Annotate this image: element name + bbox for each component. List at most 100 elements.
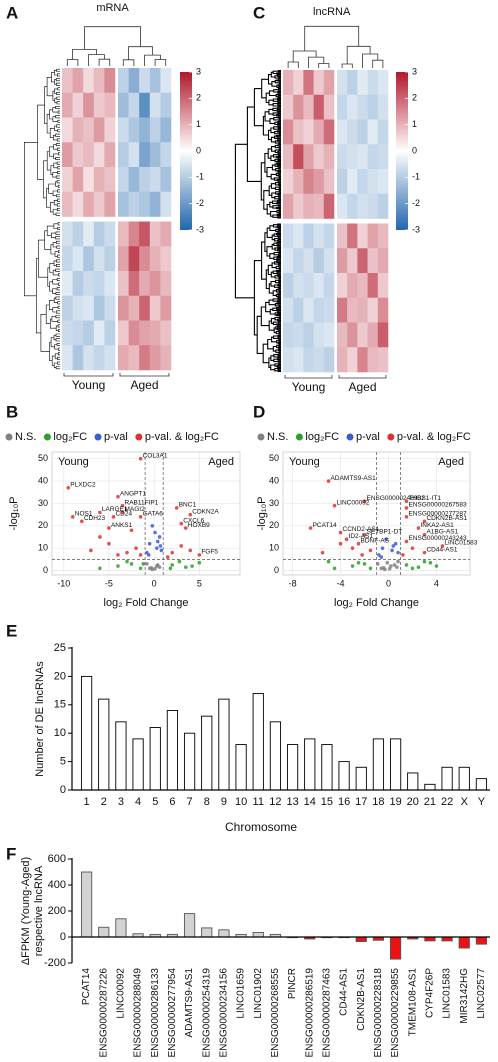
point — [308, 526, 313, 530]
point-label: MAGI2 — [125, 506, 146, 513]
heatmap-cell — [93, 117, 105, 143]
heatmap-cell — [357, 169, 368, 195]
dendrogram — [234, 70, 281, 372]
point — [188, 512, 193, 517]
legend-label: log₂FC — [53, 431, 87, 443]
x-tick-label: LINC01583 — [442, 968, 453, 1019]
heatmap-cell — [83, 92, 95, 118]
heatmap-cell — [93, 345, 105, 371]
x-tick-label: 4 — [434, 578, 439, 588]
heatmap-cell — [347, 347, 358, 373]
bar — [321, 744, 333, 791]
y-tick-label: 30 — [38, 498, 48, 508]
heatmap-cell — [323, 144, 335, 170]
heatmap-cell — [104, 345, 116, 371]
heatmap-cell — [118, 295, 129, 321]
heatmap-cell — [93, 92, 105, 118]
heatmap-cell — [72, 117, 84, 143]
x-tick-label: 10 — [235, 796, 247, 808]
heatmap-cell — [347, 248, 358, 274]
x-tick-label: ENSG00000286519 — [304, 968, 315, 1058]
panel-letter: D — [253, 402, 265, 421]
heatmap-cell — [313, 223, 325, 249]
heatmap-cell — [72, 92, 84, 118]
heatmap-cell — [160, 68, 172, 94]
heatmap-cell — [313, 248, 325, 274]
x-tick-label: LINC00092 — [115, 968, 126, 1019]
heatmap-cell — [303, 322, 314, 348]
point — [332, 503, 337, 508]
heatmap-cell — [367, 248, 379, 274]
x-tick-label: 7 — [187, 796, 193, 808]
heatmap-cell — [149, 92, 161, 118]
heatmap-cell — [93, 221, 105, 247]
group-label: Aged — [348, 380, 376, 394]
point-label: HOXB9 — [188, 522, 210, 529]
y-axis-label: -log₁₀P — [256, 497, 268, 531]
heatmap-cell — [313, 297, 325, 323]
point — [107, 526, 111, 530]
heatmap-cell — [104, 246, 116, 272]
heatmap-cell — [347, 223, 358, 249]
point-label: BDNF-AS — [361, 537, 390, 544]
bar — [458, 936, 470, 949]
heatmap-cell — [313, 119, 325, 145]
heatmap-cell — [62, 345, 73, 371]
point-label: LINC00092 — [337, 499, 370, 506]
point-label: ENSG00000243243 — [408, 535, 467, 542]
point — [404, 563, 409, 567]
heatmap-cell — [367, 297, 379, 323]
heatmap-cell — [283, 248, 294, 274]
dendrogram — [24, 68, 60, 370]
legend-label: log₂FC — [305, 431, 339, 443]
point — [380, 546, 385, 550]
point — [422, 519, 427, 524]
heatmap-cell — [118, 117, 129, 143]
heatmap-cell — [160, 142, 172, 168]
point — [422, 532, 427, 537]
heatmap-cell — [313, 144, 325, 170]
heatmap-cell — [149, 191, 161, 217]
point-label: CDH23 — [84, 515, 106, 522]
y-tick-label: 40 — [269, 475, 279, 485]
point — [368, 548, 373, 553]
point — [338, 530, 343, 535]
annotation: Aged — [208, 456, 234, 468]
heatmap-cell — [293, 70, 304, 96]
plot-area — [51, 451, 241, 576]
heatmap-cell — [139, 191, 151, 217]
point — [389, 564, 393, 568]
heatmap-cell — [283, 119, 294, 145]
x-tick-label: 14 — [304, 796, 316, 808]
heatmap-cell — [377, 94, 389, 120]
heatmap-cell — [313, 70, 325, 96]
heatmap-cell — [149, 142, 161, 168]
y-tick-label: 15 — [54, 699, 66, 711]
point-label: CD44-AS1 — [426, 546, 457, 553]
point — [385, 560, 390, 565]
point-label: ID2-AS1 — [349, 533, 374, 540]
y-tick-label: 400 — [48, 879, 66, 891]
bar — [475, 778, 488, 791]
bar — [201, 715, 213, 791]
heatmap-cell — [128, 345, 140, 371]
point — [416, 526, 421, 530]
heatmap-cell — [293, 94, 304, 120]
point-label: LARGE1 — [102, 506, 128, 513]
point — [129, 562, 134, 566]
colorbar-tick-label: 2 — [412, 93, 417, 103]
heatmap-cell — [160, 345, 172, 371]
x-tick-label: 15 — [321, 796, 333, 808]
bar — [458, 766, 470, 791]
x-tick-label: CDKN2B-AS1 — [356, 968, 367, 1031]
heatmap-cell — [118, 92, 129, 118]
x-tick-label: ENSG00000286133 — [150, 968, 161, 1058]
heatmap-cell — [139, 68, 151, 94]
point-label: GATA6 — [143, 511, 164, 518]
point — [422, 550, 427, 555]
x-tick-label: ENSG00000287463 — [321, 968, 332, 1058]
heatmap-cell — [377, 248, 389, 274]
heatmap-cell — [72, 271, 84, 297]
point — [80, 519, 84, 524]
